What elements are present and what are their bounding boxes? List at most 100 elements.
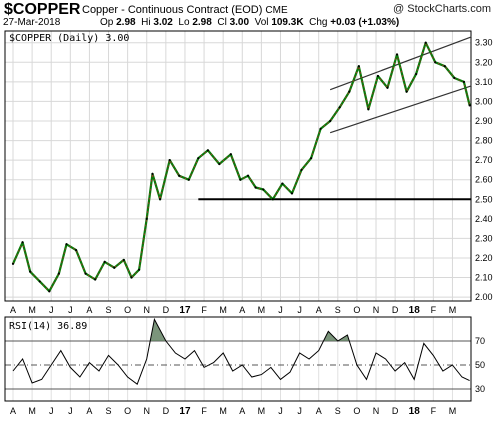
change-label: Chg xyxy=(309,17,328,28)
month-tick-label: O xyxy=(124,305,131,315)
price-point xyxy=(48,290,51,293)
price-y-axis: 2.00 2.10 2.20 2.30 2.40 2.50 2.60 2.70 2.80 2.90… xyxy=(475,38,493,302)
month-tick-label: O xyxy=(353,305,360,315)
price-point xyxy=(84,272,87,275)
low-value: 2.98 xyxy=(192,17,212,28)
price-tick-label: 2.50 xyxy=(475,194,493,204)
month-tick-label: M xyxy=(449,305,457,315)
month-tick-label: F xyxy=(201,305,207,315)
price-point xyxy=(29,270,32,273)
month-tick-label: 18 xyxy=(409,305,421,316)
rsi-x-axis: A M J J A S O N D 17 F M A M J J A S O N D 18 F M xyxy=(10,406,456,417)
channel-lower-line xyxy=(329,85,472,134)
price-point xyxy=(309,157,313,160)
rsi-month-tick-label: 17 xyxy=(179,406,191,417)
rsi-month-tick-label: D xyxy=(163,406,170,416)
price-point xyxy=(38,280,41,283)
rsi-month-tick-label: O xyxy=(353,406,360,416)
price-point xyxy=(206,149,209,152)
month-tick-label: M xyxy=(28,305,36,315)
month-tick-label: J xyxy=(68,305,73,315)
exchange-text: CME xyxy=(265,5,288,16)
price-point xyxy=(262,188,265,191)
rsi-month-tick-label: M xyxy=(219,406,227,416)
price-point xyxy=(300,168,303,172)
price-point xyxy=(197,157,200,160)
month-tick-label: J xyxy=(278,305,283,315)
month-tick-label: A xyxy=(239,305,245,315)
instrument-description: Copper - Continuous Contract (EOD) CME xyxy=(82,4,288,16)
month-tick-label: M xyxy=(219,305,227,315)
price-point xyxy=(159,198,162,201)
price-tick-label: 3.30 xyxy=(475,38,493,48)
month-tick-label: A xyxy=(86,305,92,315)
rsi-month-tick-label: S xyxy=(335,406,341,416)
rsi-month-tick-label: D xyxy=(392,406,399,416)
month-tick-label: N xyxy=(373,305,380,315)
close-value: 3.00 xyxy=(229,17,250,28)
open-value: 2.98 xyxy=(116,17,136,28)
rsi-panel-frame xyxy=(4,316,472,402)
price-point xyxy=(415,72,418,76)
price-point xyxy=(462,80,466,83)
rsi-month-tick-label: A xyxy=(10,406,16,416)
change-value: +0.03 (+1.03%) xyxy=(330,17,400,28)
price-point xyxy=(178,174,181,177)
rsi-month-tick-label: 18 xyxy=(409,406,421,417)
rsi-marks xyxy=(12,317,470,385)
high-label: Hi xyxy=(141,17,151,28)
description-text: Copper - Continuous Contract (EOD) xyxy=(82,4,263,16)
rsi-month-tick-label: A xyxy=(239,406,245,416)
price-legend: $COPPER (Daily) 3.00 xyxy=(9,33,129,44)
price-series-down-days xyxy=(12,41,470,292)
rsi-month-tick-label: N xyxy=(143,406,150,416)
price-point xyxy=(290,192,294,195)
price-point xyxy=(453,76,456,80)
price-tick-label: 3.00 xyxy=(475,96,493,106)
price-series-line xyxy=(11,41,471,293)
symbol-title: $COPPER xyxy=(4,1,81,18)
price-point xyxy=(218,162,221,166)
rsi-month-tick-label: A xyxy=(316,406,322,416)
price-tick-label: 2.70 xyxy=(475,155,493,165)
price-point xyxy=(246,174,250,177)
month-tick-label: S xyxy=(106,305,112,315)
price-tick-label: 2.40 xyxy=(475,214,493,224)
price-point xyxy=(113,266,116,269)
price-point xyxy=(21,241,24,244)
month-tick-label: D xyxy=(392,305,399,315)
quote-values: Op 2.98 Hi 3.02 Lo 2.98 Cl 3.00 Vol 109.… xyxy=(100,17,399,28)
month-tick-label: 17 xyxy=(179,305,191,316)
month-tick-label: N xyxy=(143,305,150,315)
price-tick-label: 3.20 xyxy=(475,57,493,67)
price-point xyxy=(187,178,190,181)
rsi-month-tick-label: J xyxy=(68,406,73,416)
rsi-month-tick-label: A xyxy=(86,406,92,416)
price-point xyxy=(103,260,106,263)
price-point xyxy=(395,53,399,56)
price-point xyxy=(443,65,446,68)
price-marks xyxy=(11,36,472,293)
rsi-month-tick-label: J xyxy=(278,406,283,416)
price-tick-label: 2.20 xyxy=(475,253,493,263)
price-point xyxy=(74,249,78,252)
price-point xyxy=(57,272,60,275)
price-point xyxy=(138,268,141,271)
price-point xyxy=(405,90,408,93)
price-tick-label: 2.90 xyxy=(475,116,493,126)
month-tick-label: A xyxy=(316,305,322,315)
price-point xyxy=(386,86,389,89)
rsi-month-tick-label: J xyxy=(297,406,302,416)
price-point xyxy=(11,262,15,265)
price-point xyxy=(271,198,274,201)
month-tick-label: F xyxy=(431,305,437,315)
price-point xyxy=(376,74,380,78)
price-point xyxy=(151,172,154,175)
price-point xyxy=(65,243,68,246)
price-point xyxy=(367,108,370,111)
rsi-y-axis: 30 50 70 xyxy=(475,336,485,394)
price-point xyxy=(329,119,332,123)
rsi-legend: RSI(14) 36.89 xyxy=(9,321,87,332)
price-tick-label: 2.30 xyxy=(475,233,493,243)
